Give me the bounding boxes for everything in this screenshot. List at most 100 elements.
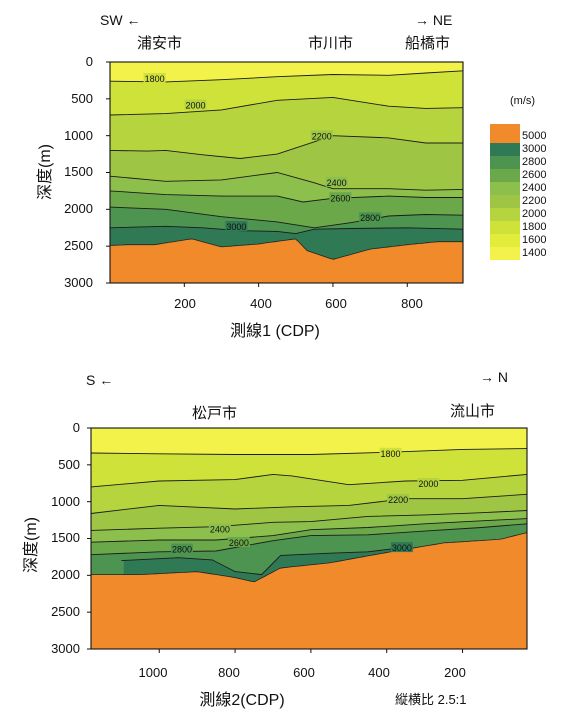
contour-2600	[109, 190, 463, 203]
direction-left-label-2: S ←	[86, 372, 113, 388]
x-tick-1-600: 600	[325, 296, 347, 311]
contour-label-bg	[387, 494, 410, 505]
contour-2600	[90, 518, 528, 543]
contour-3000	[121, 546, 406, 576]
contour-label-bg	[143, 72, 166, 83]
direction-right-label-1: → NE	[415, 12, 452, 28]
contour-label: 1800	[145, 74, 165, 84]
y-tick-2-1000: 1000	[51, 494, 80, 509]
basement-layer	[90, 532, 528, 650]
place-label-ichikawa: 市川市	[308, 35, 353, 52]
legend-swatch	[490, 221, 520, 234]
contour-label: 2200	[388, 495, 408, 505]
direction-right-label-2: → N	[480, 369, 508, 385]
contour-2400	[109, 172, 464, 191]
contour-1800	[109, 70, 464, 83]
legend-label-1400: 1400	[522, 247, 546, 259]
x-axis-label-1: 測線1 (CDP)	[230, 322, 320, 340]
legend-swatch	[490, 247, 520, 260]
legend-swatches	[490, 124, 520, 260]
y-tick-2-1500: 1500	[51, 530, 80, 545]
contour-2000	[109, 96, 464, 116]
y-tick-2-3000: 3000	[51, 641, 80, 656]
legend-swatch	[490, 182, 520, 195]
legend-swatch	[490, 234, 520, 247]
y-tick-1-2000: 2000	[64, 201, 93, 216]
legend-label-5000: 5000	[522, 130, 546, 142]
y-axis-label-2: 深度(m)	[22, 517, 40, 573]
y-tick-1-3000: 3000	[64, 275, 93, 290]
y-tick-2-500: 500	[58, 457, 80, 472]
x-tick-2-1000: 1000	[139, 665, 168, 680]
contour-label-bg	[184, 99, 207, 110]
y-tick-2-2500: 2500	[51, 604, 80, 619]
legend-unit: (m/s)	[510, 95, 535, 107]
contour-label-bg	[417, 477, 440, 488]
contour-label: 2800	[172, 545, 192, 555]
y-tick-2-2000: 2000	[51, 567, 80, 582]
contour-label-bg	[390, 542, 413, 553]
section-1-panel: SW ← → NE 浦安市 市川市 船橋市 180020002200240026…	[36, 12, 464, 340]
contour-label-bg	[170, 543, 193, 554]
legend-swatch	[490, 124, 520, 143]
y-tick-1-500: 500	[71, 91, 93, 106]
contour-label-bg	[329, 192, 352, 203]
x-tick-1-200: 200	[174, 296, 196, 311]
legend-swatch	[490, 208, 520, 221]
contour-label: 2400	[327, 178, 347, 188]
contour-label: 2600	[229, 538, 249, 548]
contour-label: 2600	[330, 193, 350, 203]
contour-label: 3000	[392, 543, 412, 553]
x-tick-1-400: 400	[250, 296, 272, 311]
legend-swatch	[490, 156, 520, 169]
contour-label-bg	[310, 130, 333, 141]
velocity-legend: (m/s) 5000 3000 2800 2600 2400 2200 2000…	[490, 95, 546, 260]
legend-label-2200: 2200	[522, 195, 546, 207]
y-tick-2-0: 0	[73, 420, 80, 435]
contour-label: 3000	[226, 222, 246, 232]
legend-label-3000: 3000	[522, 143, 546, 155]
section-2-plot: 1800 2000 2200 2400 2600 2800 3000	[87, 427, 528, 653]
contour-label: 2200	[312, 131, 332, 141]
contour-label-bg	[208, 523, 231, 534]
place-label-matsudo: 松戸市	[192, 405, 237, 422]
legend-label-2000: 2000	[522, 208, 546, 220]
contour-2000	[90, 473, 528, 488]
contour-2200	[90, 493, 528, 514]
y-tick-1-1500: 1500	[64, 164, 93, 179]
legend-swatch	[490, 169, 520, 182]
place-label-urayasu: 浦安市	[137, 35, 182, 52]
legend-label-2800: 2800	[522, 156, 546, 168]
x-tick-2-400: 400	[368, 665, 390, 680]
place-label-funabashi: 船橋市	[405, 35, 450, 52]
place-label-nagareyama: 流山市	[450, 403, 495, 420]
x-tick-2-800: 800	[218, 665, 240, 680]
x-tick-2-600: 600	[293, 665, 315, 680]
basement-layer	[109, 238, 464, 284]
contour-label-bg	[325, 176, 348, 187]
contour-label: 2400	[210, 525, 230, 535]
legend-labels: 5000 3000 2800 2600 2400 2200 2000 1800 …	[522, 130, 546, 259]
contour-2800	[109, 206, 464, 229]
legend-label-1800: 1800	[522, 221, 546, 233]
x-tick-2-200: 200	[444, 665, 466, 680]
contour-label-bg	[227, 536, 250, 547]
contour-2200	[109, 135, 463, 159]
legend-swatch	[490, 195, 520, 208]
contour-2400	[90, 510, 528, 531]
legend-label-2400: 2400	[522, 182, 546, 194]
contour-label: 1800	[380, 449, 400, 459]
legend-swatch	[490, 143, 520, 156]
contour-1800	[90, 448, 528, 455]
contour-label-bg	[225, 221, 248, 232]
legend-label-1600: 1600	[522, 234, 546, 246]
aspect-ratio-note: 縦横比 2.5:1	[395, 692, 467, 707]
contour-label-bg	[379, 447, 402, 458]
legend-label-2600: 2600	[522, 169, 546, 181]
contour-label: 2000	[185, 100, 205, 110]
contour-label-bg	[359, 212, 382, 223]
y-tick-1-2500: 2500	[64, 238, 93, 253]
contour-label: 2000	[418, 479, 438, 489]
layer-3000	[123, 547, 404, 582]
